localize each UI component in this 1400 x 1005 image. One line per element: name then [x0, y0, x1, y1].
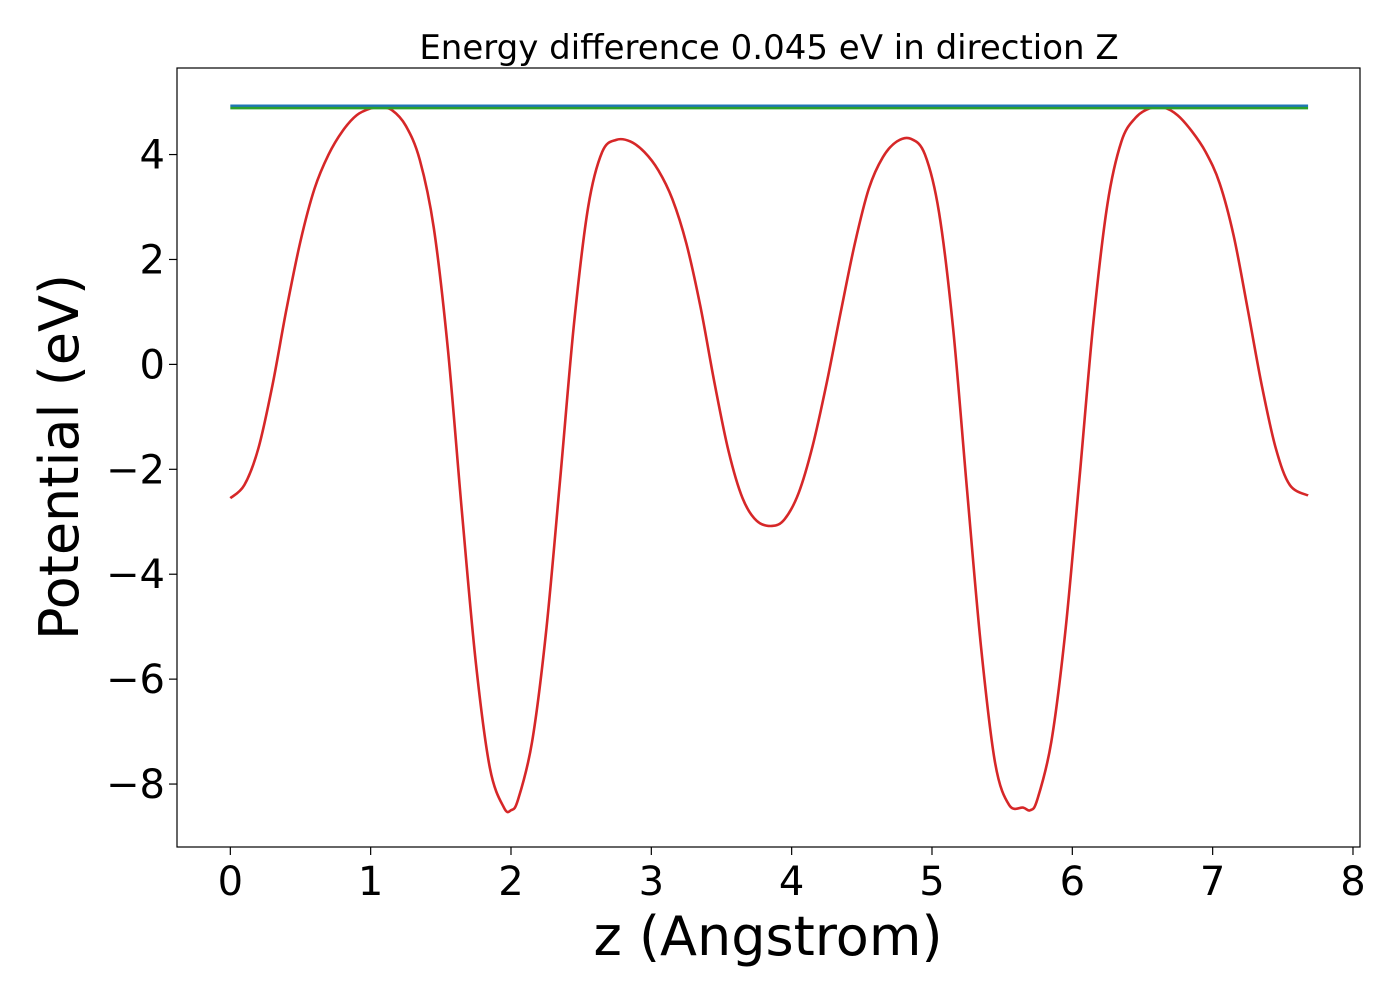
x-tick-label: 6: [1060, 859, 1085, 905]
chart-title: Energy difference 0.045 eV in direction …: [419, 28, 1118, 68]
x-tick-label: 8: [1340, 859, 1365, 905]
y-axis-ticks: −8 −6 −4 −2 0 2 4: [106, 133, 177, 808]
y-tick-label: −4: [106, 552, 165, 598]
x-tick-label: 0: [218, 859, 243, 905]
y-tick-label: 2: [140, 237, 165, 283]
x-tick-label: 7: [1200, 859, 1225, 905]
x-tick-label: 1: [358, 859, 383, 905]
x-tick-label: 5: [919, 859, 944, 905]
x-tick-label: 2: [498, 859, 523, 905]
x-tick-label: 3: [639, 859, 664, 905]
y-tick-label: −6: [106, 657, 165, 703]
x-axis-ticks: 0 1 2 3 4 5 6 7 8: [218, 847, 1366, 905]
y-tick-label: −2: [106, 447, 165, 493]
y-axis-label: Potential (eV): [28, 274, 91, 640]
x-axis-label: z (Angstrom): [593, 905, 942, 968]
y-tick-label: −8: [106, 762, 165, 808]
plot-frame: [176, 67, 1361, 848]
x-tick-label: 4: [779, 859, 804, 905]
data-series: [229, 104, 1309, 814]
y-tick-label: 4: [140, 133, 165, 179]
y-tick-label: 0: [140, 342, 165, 388]
potential-line: [229, 105, 1309, 814]
